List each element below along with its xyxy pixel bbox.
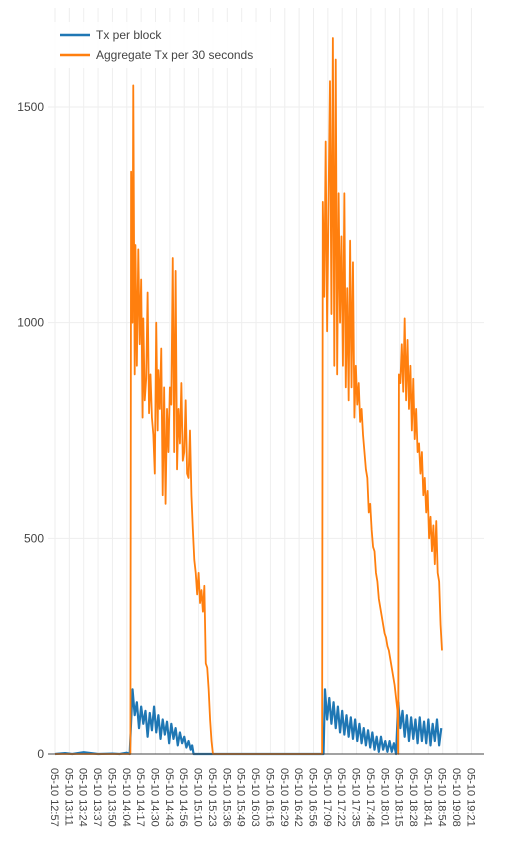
legend-item-tx-per-block[interactable]: Tx per block	[60, 28, 162, 42]
x-tick-label: 05-10 14:30	[149, 768, 161, 827]
x-tick-label: 05-10 18:28	[407, 768, 419, 827]
x-tick-label: 05-10 12:57	[48, 768, 60, 827]
legend-background	[50, 22, 272, 68]
legend-label-aggregate-tx: Aggregate Tx per 30 seconds	[96, 48, 253, 62]
x-tick-label: 05-10 14:56	[177, 768, 189, 827]
x-tick-label: 05-10 15:23	[206, 768, 218, 827]
x-tick-label: 05-10 14:43	[163, 768, 175, 827]
x-tick-label: 05-10 16:56	[306, 768, 318, 827]
legend-label-tx-per-block: Tx per block	[96, 28, 162, 42]
x-tick-label: 05-10 18:01	[378, 768, 390, 827]
x-tick-label: 05-10 13:37	[91, 768, 103, 827]
y-tick-label: 0	[37, 747, 44, 761]
x-tick-label: 05-10 16:42	[292, 768, 304, 827]
x-tick-label: 05-10 15:36	[220, 768, 232, 827]
x-tick-label: 05-10 18:15	[393, 768, 405, 827]
y-tick-label: 500	[24, 531, 44, 545]
legend-item-aggregate-tx[interactable]: Aggregate Tx per 30 seconds	[60, 48, 253, 62]
x-tick-label: 05-10 16:16	[263, 768, 275, 827]
x-tick-label: 05-10 13:50	[105, 768, 117, 827]
x-tick-label: 05-10 17:48	[364, 768, 376, 827]
x-tick-label: 05-10 17:22	[335, 768, 347, 827]
horizontal-gridlines	[48, 106, 484, 539]
y-axis-tick-labels: 0 500 1000 1500	[17, 100, 44, 761]
x-tick-label: 05-10 19:08	[450, 768, 462, 827]
x-tick-label: 05-10 17:35	[350, 768, 362, 827]
y-tick-label: 1000	[17, 316, 44, 330]
y-tick-label: 1500	[17, 100, 44, 114]
series-lines	[54, 37, 443, 756]
x-tick-label: 05-10 16:29	[278, 768, 290, 827]
series-line-0	[54, 688, 443, 756]
x-tick-label: 05-10 16:03	[249, 768, 261, 827]
x-tick-label: 05-10 13:11	[62, 768, 74, 826]
x-tick-label: 05-10 13:24	[77, 768, 89, 827]
x-tick-label: 05-10 15:10	[192, 768, 204, 827]
series-line-1	[55, 37, 443, 755]
x-tick-label: 05-10 18:41	[421, 768, 433, 827]
x-axis-tick-labels: 05-10 12:57 05-10 13:11 05-10 13:24 05-10 1…	[48, 768, 476, 827]
x-tick-label: 05-10 18:54	[436, 768, 448, 827]
x-tick-label: 05-10 14:04	[120, 768, 132, 827]
x-tick-label: 05-10 14:17	[134, 768, 146, 827]
x-tick-label: 05-10 19:21	[464, 768, 476, 827]
x-tick-label: 05-10 17:09	[321, 768, 333, 827]
x-tick-label: 05-10 15:49	[235, 768, 247, 827]
legend[interactable]: Tx per block Aggregate Tx per 30 seconds	[50, 22, 272, 68]
